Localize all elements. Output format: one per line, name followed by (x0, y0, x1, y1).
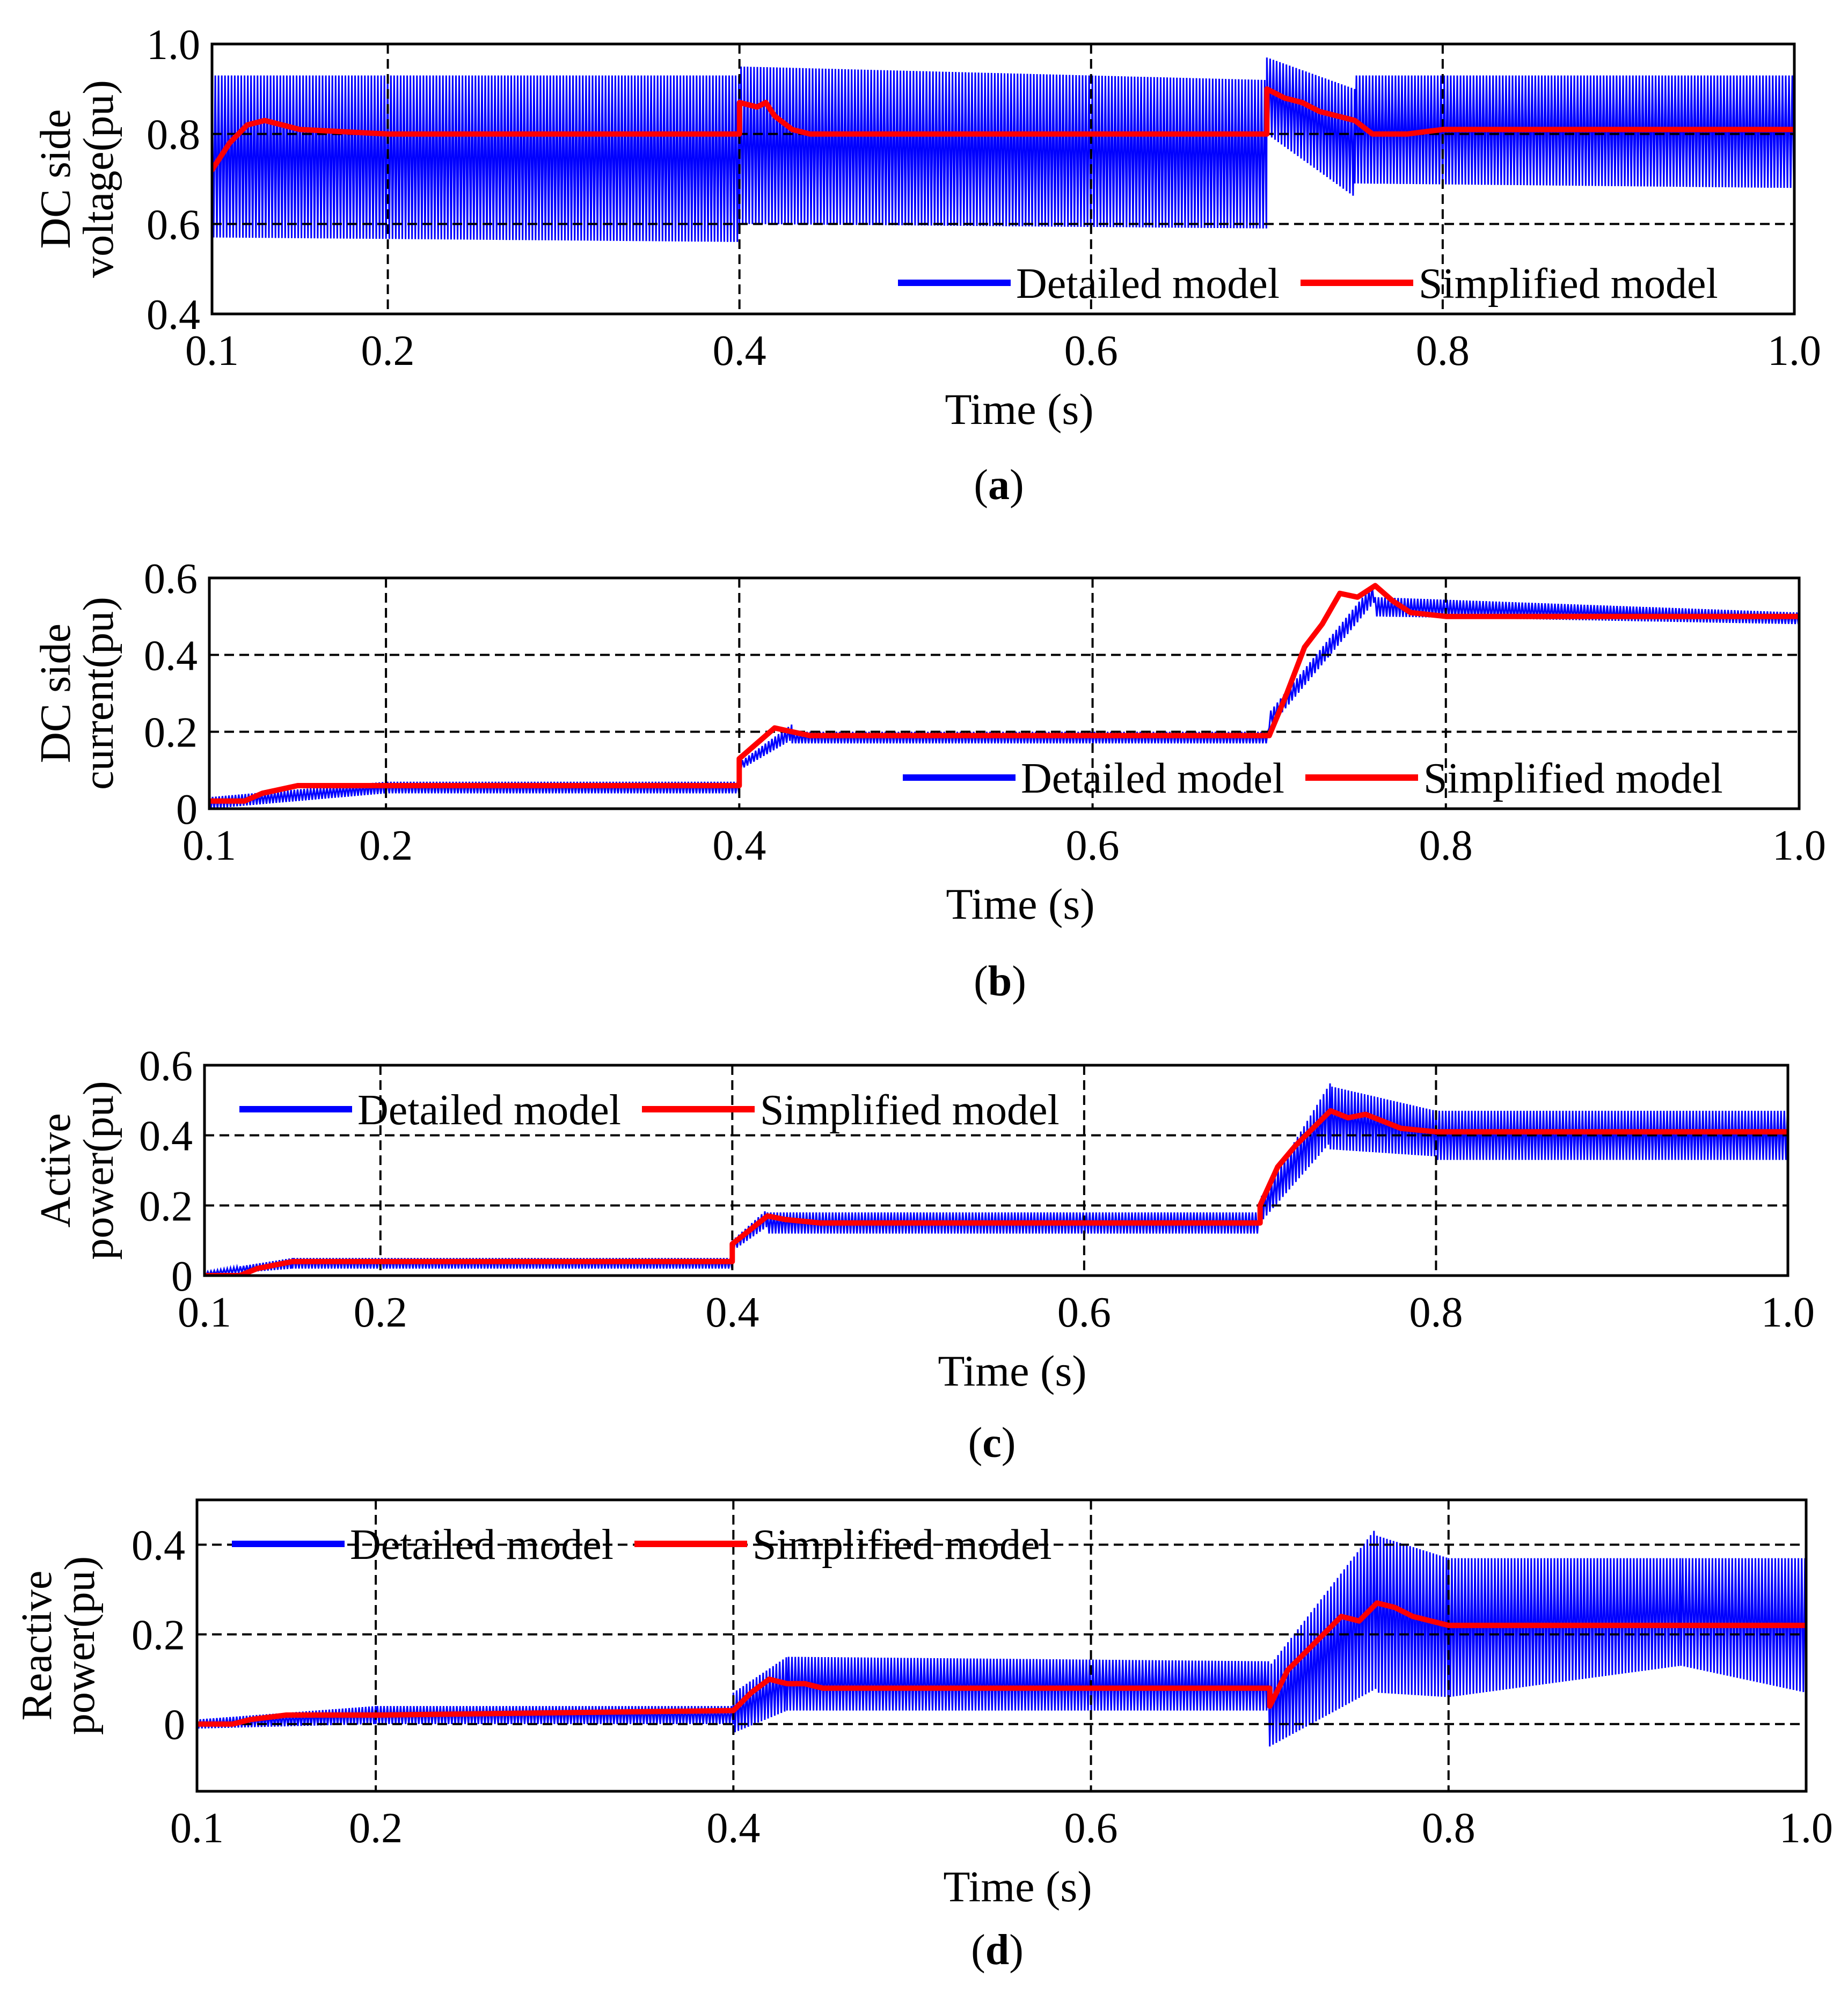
xtick-label-a-4: 0.8 (1416, 327, 1470, 375)
chart-panel-a: 0.1 0.2 0.4 0.6 0.8 1.0 0.4 0.6 0.8 1.0 Time (s) DC… (32, 21, 1821, 509)
xtick-label-a-1: 0.2 (361, 327, 415, 375)
xtick-label-a-3: 0.6 (1064, 327, 1118, 375)
legend-label-detailed-c: Detailed model (357, 1087, 621, 1134)
ytick-label-a-1: 0.6 (147, 201, 200, 248)
series-simplified-model-b (209, 583, 1799, 804)
xtick-label-c-4: 0.8 (1409, 1289, 1463, 1336)
ytick-label-c-3: 0.6 (139, 1043, 193, 1090)
xtick-label-b-2: 0.4 (712, 822, 766, 869)
x-axis-title-d: Time (s) (943, 1862, 1092, 1911)
y-axis-title-line-d-1: power(pu) (56, 1556, 104, 1735)
xtick-label-a-0: 0.1 (185, 327, 239, 375)
y-axis-title-line-a-1: voltage(pu) (75, 80, 122, 278)
plot-frame-a (210, 42, 1796, 316)
x-axis-title-c: Time (s) (938, 1346, 1086, 1395)
caption-letter-a: a (988, 462, 1010, 509)
legend-label-simplified-b: Simplified model (1423, 755, 1723, 802)
caption-letter-c: c (982, 1419, 1002, 1467)
caption-close-d: ) (1009, 1927, 1024, 1974)
ytick-label-a-3: 1.0 (147, 21, 200, 69)
panel-caption-a: (a) (974, 462, 1024, 509)
xtick-label-a-2: 0.4 (713, 327, 766, 375)
xtick-label-d-2: 0.4 (706, 1805, 760, 1852)
ytick-label-c-2: 0.4 (139, 1113, 193, 1160)
y-axis-title-line-b-1: current(pu) (75, 597, 122, 790)
legend-label-detailed-b: Detailed model (1021, 755, 1284, 802)
xtick-label-c-3: 0.6 (1057, 1289, 1111, 1336)
panel-caption-c: (c) (968, 1419, 1016, 1467)
ytick-label-d-1: 0.2 (132, 1612, 185, 1659)
ytick-label-c-1: 0.2 (139, 1183, 193, 1230)
legend-b: Detailed model Simplified model (903, 755, 1723, 802)
caption-open-b: ( (974, 958, 988, 1005)
caption-open-c: ( (968, 1419, 983, 1467)
series-detailed-model-c (204, 1083, 1788, 1276)
legend-d: Detailed model Simplified model (232, 1521, 1052, 1569)
xtick-label-c-0: 0.1 (178, 1289, 231, 1336)
panel-caption-b: (b) (974, 958, 1026, 1005)
ytick-label-a-2: 0.8 (147, 112, 200, 159)
chart-panel-b: 0.1 0.2 0.4 0.6 0.8 1.0 0 0.2 0.4 0.6 Time (s) DC s… (32, 555, 1826, 1005)
legend-label-detailed-d: Detailed model (350, 1521, 613, 1569)
xtick-label-d-1: 0.2 (349, 1805, 403, 1852)
series-simplified-model-a (212, 86, 1794, 173)
caption-letter-d: d (985, 1927, 1010, 1974)
caption-letter-b: b (988, 958, 1012, 1005)
legend-label-simplified-c: Simplified model (760, 1087, 1060, 1134)
xtick-label-d-0: 0.1 (170, 1805, 224, 1852)
caption-close-a: ) (1010, 462, 1024, 509)
chart-panel-d: 0.1 0.2 0.4 0.6 0.8 1.0 0 0.2 0.4 Time (s) Reactiv… (13, 1498, 1833, 1974)
plot-frame-c (203, 1064, 1789, 1277)
ytick-label-a-0: 0.4 (147, 291, 200, 339)
panel-caption-d: (d) (971, 1927, 1024, 1974)
ytick-label-b-2: 0.4 (144, 632, 198, 679)
xtick-label-c-5: 1.0 (1761, 1289, 1815, 1336)
xtick-label-b-1: 0.2 (359, 822, 413, 869)
legend-c: Detailed model Simplified model (239, 1087, 1060, 1134)
legend-a: Detailed model Simplified model (898, 260, 1718, 307)
ytick-label-d-2: 0.4 (132, 1522, 185, 1570)
legend-label-detailed-a: Detailed model (1016, 260, 1280, 307)
xtick-label-c-2: 0.4 (705, 1289, 759, 1336)
xtick-label-b-4: 0.8 (1419, 822, 1473, 869)
y-axis-title-line-a-0: DC side (32, 109, 79, 249)
x-axis-title-b: Time (s) (946, 880, 1094, 928)
xtick-label-c-1: 0.2 (354, 1289, 407, 1336)
caption-open-a: ( (974, 462, 988, 509)
legend-label-simplified-d: Simplified model (753, 1521, 1052, 1569)
series-simplified-model-d (197, 1600, 1806, 1727)
xtick-label-d-5: 1.0 (1779, 1805, 1833, 1852)
chart-panel-c: 0.1 0.2 0.4 0.6 0.8 1.0 0 0.2 0.4 0.6 Time (s) Acti… (32, 1043, 1815, 1467)
caption-close-b: ) (1012, 958, 1026, 1005)
ytick-label-b-1: 0.2 (144, 709, 198, 757)
xtick-label-d-4: 0.8 (1422, 1805, 1476, 1852)
y-axis-title-line-c-0: Active (32, 1113, 79, 1227)
plot-frame-d (195, 1498, 1808, 1793)
series-detailed-model-d (197, 1530, 1806, 1747)
xtick-label-d-3: 0.6 (1064, 1805, 1118, 1852)
x-axis-title-a: Time (s) (945, 385, 1093, 434)
xtick-label-b-0: 0.1 (182, 822, 236, 869)
plot-frame-b (208, 576, 1801, 810)
y-axis-title-line-c-1: power(pu) (75, 1081, 122, 1259)
ytick-label-b-0: 0 (176, 786, 198, 833)
ytick-label-c-0: 0 (171, 1253, 193, 1300)
legend-label-simplified-a: Simplified model (1419, 260, 1718, 307)
xtick-label-b-5: 1.0 (1772, 822, 1826, 869)
y-axis-title-line-b-0: DC side (32, 624, 79, 763)
y-axis-title-line-d-0: Reactive (13, 1571, 61, 1721)
xtick-label-b-3: 0.6 (1066, 822, 1120, 869)
caption-open-d: ( (971, 1927, 985, 1974)
series-simplified-model-c (204, 1108, 1788, 1276)
ytick-label-d-0: 0 (164, 1702, 185, 1749)
xtick-label-a-5: 1.0 (1767, 327, 1821, 375)
caption-close-c: ) (1002, 1419, 1016, 1467)
ytick-label-b-3: 0.6 (144, 555, 198, 603)
series-detailed-model-a (212, 57, 1794, 242)
